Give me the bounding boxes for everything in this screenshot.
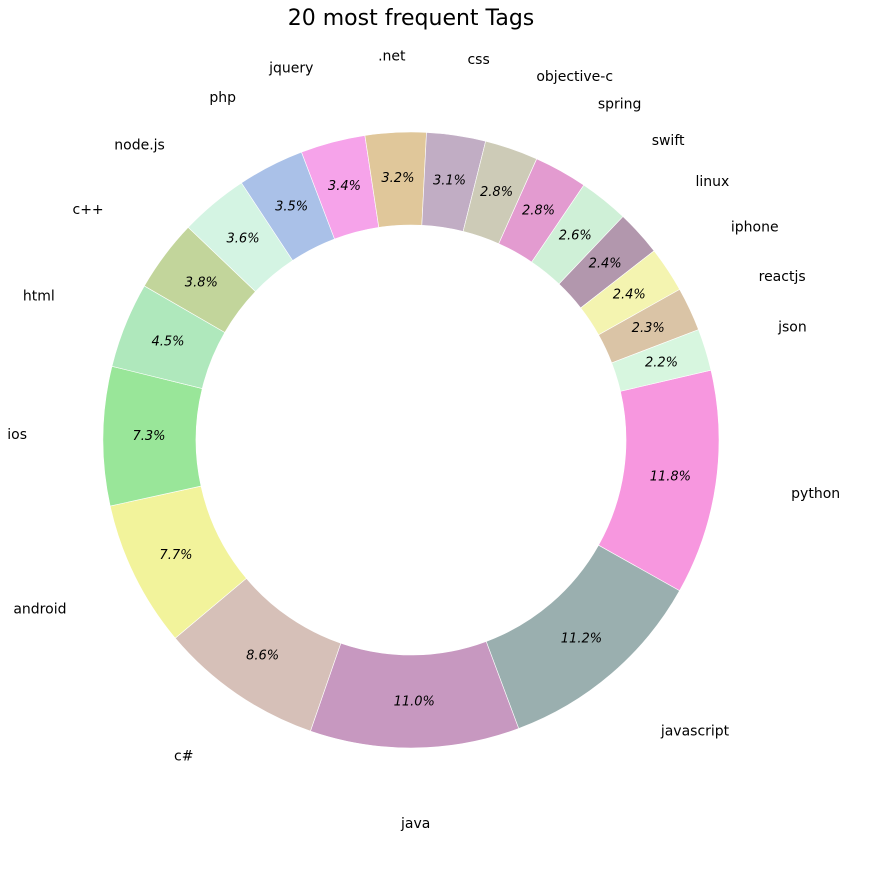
slice-json	[611, 329, 712, 392]
category-label-python: python	[791, 486, 840, 502]
percent-label-javascript: 11.2%	[561, 631, 602, 646]
category-label-swift: swift	[652, 133, 685, 149]
category-labels: python javascript java c# android ios html c++ n…	[7, 48, 840, 831]
percent-label-php: 3.5%	[275, 199, 308, 214]
percent-labels: 11.8% 11.2% 11.0% 8.6% 7.7% 7.3% 4.5% 3.8% 3.6% 3…	[133, 171, 692, 710]
category-label-javascript: javascript	[660, 724, 730, 740]
percent-label-spring: 2.8%	[522, 204, 555, 219]
percent-label-json: 2.2%	[645, 356, 678, 371]
category-label-json: json	[777, 319, 807, 335]
percent-label-python: 11.8%	[650, 469, 691, 484]
category-label-c#: c#	[174, 748, 193, 764]
category-label-java: java	[400, 816, 430, 832]
category-label-linux: linux	[695, 174, 729, 190]
donut-slices	[102, 131, 720, 749]
percent-label-c#: 8.6%	[246, 648, 279, 663]
category-label-spring: spring	[598, 97, 642, 113]
category-label-css: css	[467, 52, 489, 68]
category-label-ios: ios	[7, 427, 27, 443]
percent-label-android: 7.7%	[159, 548, 192, 563]
percent-label-.net: 3.2%	[381, 171, 414, 186]
category-label-iphone: iphone	[731, 220, 779, 236]
percent-label-ios: 7.3%	[133, 429, 166, 444]
percent-label-java: 11.0%	[394, 694, 435, 709]
category-label-php: php	[209, 90, 236, 106]
category-label-objective-c: objective-c	[536, 69, 613, 85]
percent-label-reactjs: 2.3%	[632, 321, 665, 336]
percent-label-jquery: 3.4%	[328, 179, 361, 194]
percent-label-objective-c: 2.8%	[480, 185, 513, 200]
category-label-jquery: jquery	[268, 61, 313, 77]
chart-title: 20 most frequent Tags	[287, 6, 535, 31]
percent-label-swift: 2.6%	[559, 228, 592, 243]
category-label-.net: .net	[378, 48, 406, 64]
percent-label-c++: 3.8%	[185, 275, 218, 290]
percent-label-linux: 2.4%	[589, 257, 622, 272]
percent-label-node.js: 3.6%	[227, 231, 260, 246]
percent-label-iphone: 2.4%	[613, 288, 646, 303]
category-label-android: android	[13, 602, 66, 618]
category-label-c++: c++	[73, 202, 104, 218]
category-label-html: html	[23, 289, 55, 305]
percent-label-css: 3.1%	[433, 173, 466, 188]
percent-label-html: 4.5%	[151, 335, 184, 350]
category-label-reactjs: reactjs	[759, 269, 806, 285]
category-label-node.js: node.js	[114, 137, 165, 153]
